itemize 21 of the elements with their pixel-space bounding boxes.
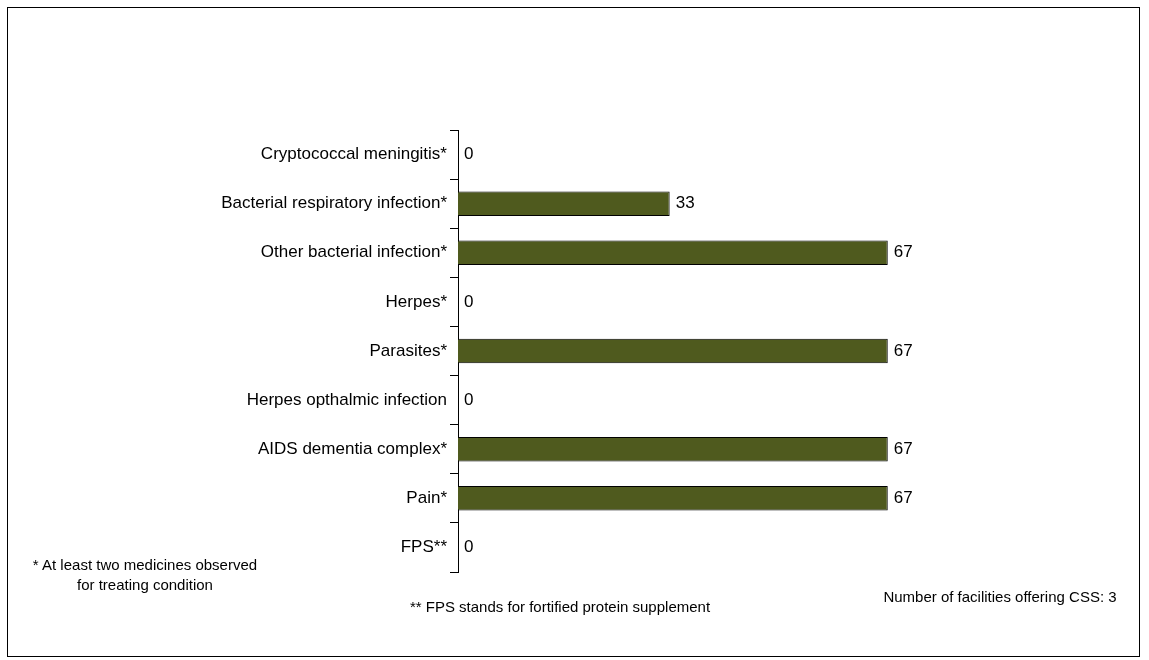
y-tick-label: Herpes* — [385, 291, 448, 311]
y-tick-label: AIDS dementia complex* — [258, 438, 448, 458]
y-tick-label: Other bacterial infection* — [260, 242, 448, 262]
data-label: 0 — [464, 291, 474, 311]
y-tick-label: FPS** — [400, 537, 448, 557]
data-label: 67 — [893, 340, 913, 360]
text: Number of facilities offering CSS: 3 — [882, 587, 1118, 607]
y-tick-label: Parasites* — [369, 340, 448, 360]
data-label: 33 — [675, 193, 695, 213]
y-tick-label: Bacterial respiratory infection* — [221, 193, 448, 213]
data-label: 0 — [464, 537, 474, 557]
data-label: 67 — [893, 438, 913, 458]
data-label: 0 — [464, 389, 474, 409]
data-label: 67 — [893, 242, 913, 262]
data-label: 0 — [464, 144, 474, 164]
y-tick-label: Herpes opthalmic infection — [246, 389, 447, 409]
text: ** FPS stands for fortified protein supplement — [408, 597, 712, 617]
text: * At least two medicines observed for treating condition — [31, 555, 259, 595]
y-tick-label: Cryptococcal meningitis* — [260, 144, 448, 164]
data-label: 67 — [893, 488, 913, 508]
y-tick-label: Pain* — [406, 488, 448, 508]
